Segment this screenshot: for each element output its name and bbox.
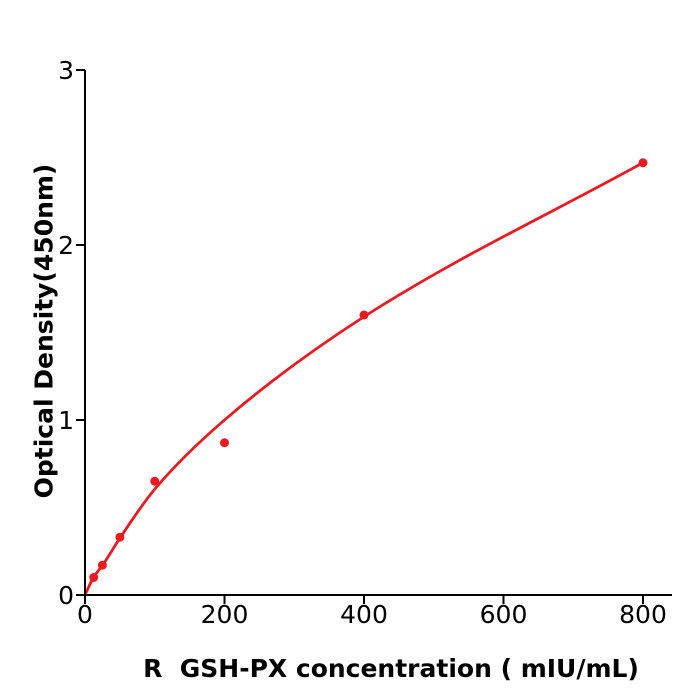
data-point	[97, 560, 107, 570]
fit-curve	[83, 161, 645, 597]
data-point	[359, 310, 369, 320]
x-tick-label: 200	[201, 600, 249, 629]
x-tick-label: 0	[77, 600, 93, 629]
x-axis-title: R GSH-PX concentration ( mIU/mL)	[143, 654, 639, 683]
data-point	[150, 476, 160, 486]
data-point	[638, 158, 648, 168]
data-point	[220, 438, 229, 448]
x-tick-label: 600	[480, 600, 528, 629]
y-tick-label: 1	[58, 406, 74, 435]
y-tick-label: 3	[58, 56, 74, 85]
y-tick-label: 0	[58, 581, 74, 610]
x-tick-label: 800	[619, 600, 667, 629]
y-tick-label: 2	[58, 231, 74, 260]
x-tick-label: 400	[340, 600, 388, 629]
y-axis-title: Optical Density(450nm)	[29, 163, 59, 499]
data-point	[115, 532, 125, 542]
data-point	[89, 573, 99, 582]
